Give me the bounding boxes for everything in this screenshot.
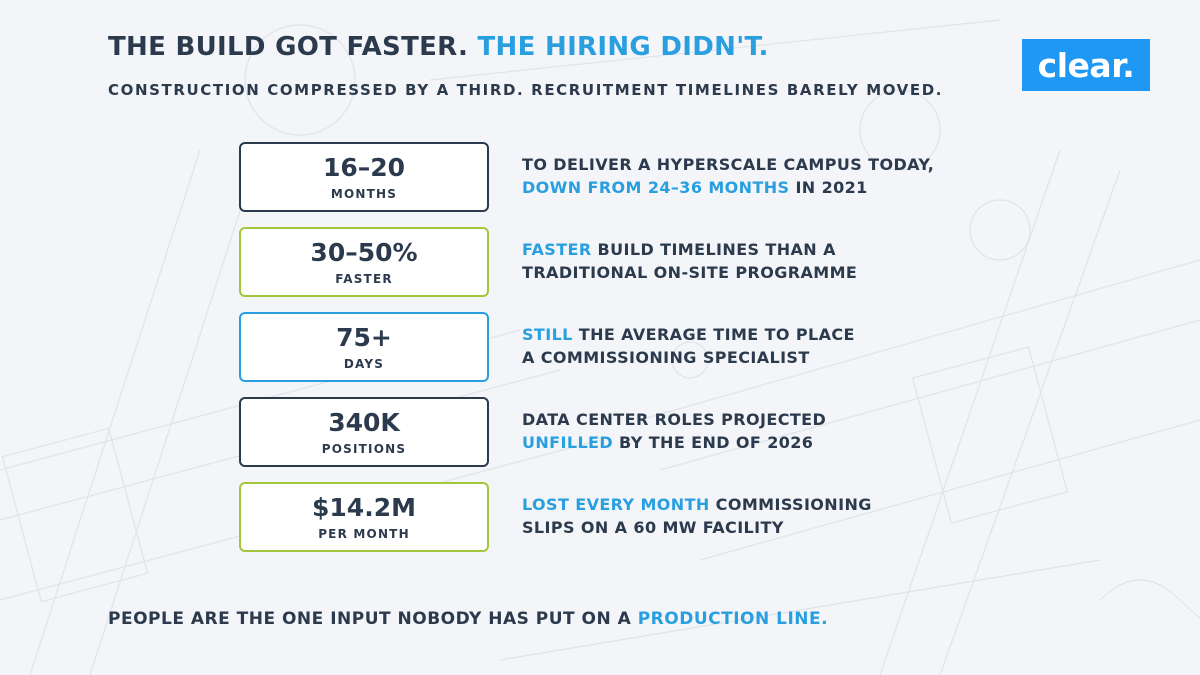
stat-description-line-1: TO DELIVER A HYPERSCALE CAMPUS TODAY, xyxy=(522,155,935,174)
stat-unit: POSITIONS xyxy=(321,442,407,456)
stat-description-line-1: STILL THE AVERAGE TIME TO PLACE xyxy=(522,323,1122,346)
stat-description-line-2: SLIPS ON A 60 MW FACILITY xyxy=(522,518,784,537)
stat-value: 30–50% xyxy=(310,238,418,267)
stat-description: LOST EVERY MONTH COMMISSIONING SLIPS ON … xyxy=(522,493,1122,539)
stat-description: STILL THE AVERAGE TIME TO PLACE A COMMIS… xyxy=(522,323,1122,369)
stat-description: DATA CENTER ROLES PROJECTED UNFILLED BY … xyxy=(522,408,1122,454)
stat-row-days: 75+ DAYS STILL THE AVERAGE TIME TO PLACE… xyxy=(239,312,1139,384)
title-accent: THE HIRING DIDN'T. xyxy=(477,32,769,62)
stat-row-faster: 30–50% FASTER FASTER BUILD TIMELINES THA… xyxy=(239,227,1139,299)
stat-highlight: STILL xyxy=(522,325,573,344)
stat-unit: DAYS xyxy=(343,357,385,371)
stat-unit: MONTHS xyxy=(330,187,398,201)
page-title: THE BUILD GOT FASTER. THE HIRING DIDN'T. xyxy=(108,32,769,62)
page-subtitle: CONSTRUCTION COMPRESSED BY A THIRD. RECR… xyxy=(108,81,944,99)
stat-description: FASTER BUILD TIMELINES THAN A TRADITIONA… xyxy=(522,238,1122,284)
stat-box-positions: 340K POSITIONS xyxy=(239,397,489,467)
stat-description-line-2: UNFILLED BY THE END OF 2026 xyxy=(522,431,1122,454)
stat-value: $14.2M xyxy=(312,493,416,522)
stat-unit: FASTER xyxy=(335,272,393,286)
stat-box-faster: 30–50% FASTER xyxy=(239,227,489,297)
stat-description-rest: BUILD TIMELINES THAN A xyxy=(591,240,836,259)
footer-text: PEOPLE ARE THE ONE INPUT NOBODY HAS PUT … xyxy=(108,609,638,629)
stat-row-months: 16–20 MONTHS TO DELIVER A HYPERSCALE CAM… xyxy=(239,142,1139,214)
footer-accent: PRODUCTION LINE. xyxy=(637,609,829,629)
stat-box-per-month: $14.2M PER MONTH xyxy=(239,482,489,552)
stat-highlight: LOST EVERY MONTH xyxy=(522,495,710,514)
stat-description-rest: COMMISSIONING xyxy=(709,495,872,514)
stat-description-rest: BY THE END OF 2026 xyxy=(613,433,814,452)
stat-highlight: DOWN FROM 24–36 MONTHS xyxy=(522,178,790,197)
stat-box-months: 16–20 MONTHS xyxy=(239,142,489,212)
stat-highlight: UNFILLED xyxy=(522,433,614,452)
stat-unit: PER MONTH xyxy=(318,527,410,541)
stat-description-line-2: A COMMISSIONING SPECIALIST xyxy=(522,348,810,367)
stat-value: 75+ xyxy=(336,323,392,352)
stat-row-per-month: $14.2M PER MONTH LOST EVERY MONTH COMMIS… xyxy=(239,482,1139,554)
stat-description-line-1: FASTER BUILD TIMELINES THAN A xyxy=(522,238,1122,261)
stat-highlight: FASTER xyxy=(522,240,592,259)
stat-row-positions: 340K POSITIONS DATA CENTER ROLES PROJECT… xyxy=(239,397,1139,469)
stat-description-line-2: DOWN FROM 24–36 MONTHS IN 2021 xyxy=(522,176,1122,199)
stat-value: 340K xyxy=(328,408,400,437)
stat-description-rest: IN 2021 xyxy=(789,178,868,197)
stat-description-line-1: DATA CENTER ROLES PROJECTED xyxy=(522,410,827,429)
stat-description-rest: THE AVERAGE TIME TO PLACE xyxy=(572,325,855,344)
stat-description-line-2: TRADITIONAL ON-SITE PROGRAMME xyxy=(522,263,858,282)
clear-logo: clear. xyxy=(1022,39,1150,91)
stat-description: TO DELIVER A HYPERSCALE CAMPUS TODAY, DO… xyxy=(522,153,1122,199)
stat-value: 16–20 xyxy=(322,153,406,182)
title-main: THE BUILD GOT FASTER. xyxy=(108,32,469,62)
footer-tagline: PEOPLE ARE THE ONE INPUT NOBODY HAS PUT … xyxy=(108,609,828,629)
stat-description-line-1: LOST EVERY MONTH COMMISSIONING xyxy=(522,493,1122,516)
stat-box-days: 75+ DAYS xyxy=(239,312,489,382)
